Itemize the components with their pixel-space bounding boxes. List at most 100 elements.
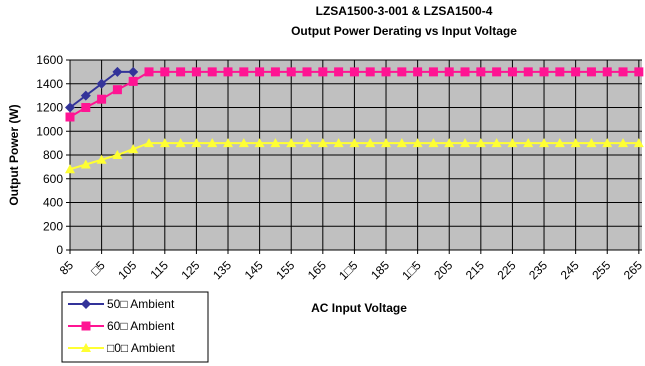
marker <box>176 67 186 77</box>
marker <box>81 343 91 352</box>
marker <box>413 67 423 77</box>
marker <box>349 138 360 148</box>
y-tick-label: 800 <box>43 148 63 162</box>
marker <box>286 67 296 77</box>
marker <box>571 67 581 77</box>
marker <box>555 67 565 77</box>
marker <box>554 138 565 148</box>
marker <box>207 67 217 77</box>
marker <box>65 112 75 122</box>
marker <box>365 138 376 148</box>
chart-title: LZSA1500-3-001 & LZSA1500-4 <box>316 4 493 18</box>
x-tick-label: 235 <box>526 258 550 282</box>
y-tick-label: 1400 <box>36 77 63 91</box>
marker <box>286 138 297 148</box>
marker <box>475 138 486 148</box>
marker <box>128 66 139 77</box>
marker <box>81 321 91 331</box>
marker <box>539 67 549 77</box>
marker <box>270 138 281 148</box>
y-axis-title: Output Power (W) <box>7 104 21 205</box>
marker <box>80 90 91 101</box>
marker <box>618 138 629 148</box>
marker <box>476 67 486 77</box>
x-tick-label: 255 <box>589 258 613 282</box>
marker <box>96 154 107 164</box>
marker <box>81 299 91 309</box>
marker <box>333 138 344 148</box>
x-tick-label: 1□5 <box>336 258 361 283</box>
marker <box>381 67 391 77</box>
x-tick-label: 185 <box>368 258 392 282</box>
marker <box>144 138 155 148</box>
marker <box>81 103 91 112</box>
marker <box>602 67 612 77</box>
y-tick-label: 0 <box>56 243 63 257</box>
marker <box>112 85 122 95</box>
marker <box>159 138 170 148</box>
marker <box>586 67 596 77</box>
y-tick-label: 200 <box>43 219 63 233</box>
y-tick-label: 1200 <box>36 101 63 115</box>
marker <box>602 138 613 148</box>
marker <box>428 67 438 77</box>
x-tick-label: □5 <box>88 258 108 278</box>
marker <box>144 67 154 77</box>
marker <box>444 67 454 77</box>
marker <box>65 102 75 113</box>
y-tick-label: 600 <box>43 172 63 186</box>
marker <box>223 67 233 77</box>
marker <box>507 138 518 148</box>
marker <box>397 67 407 77</box>
x-tick-label: 165 <box>305 258 329 282</box>
x-tick-label: 245 <box>558 258 582 282</box>
marker <box>65 164 75 174</box>
x-tick-label: 1□5 <box>399 258 424 283</box>
marker <box>412 138 423 148</box>
marker <box>586 138 597 148</box>
x-tick-label: 265 <box>621 258 645 282</box>
marker <box>618 67 628 77</box>
marker <box>207 138 218 148</box>
y-tick-label: 1000 <box>36 124 63 138</box>
marker <box>491 138 502 148</box>
marker <box>128 144 139 154</box>
marker <box>302 138 313 148</box>
y-tick-label: 400 <box>43 196 63 210</box>
marker <box>239 67 249 77</box>
marker <box>492 67 502 77</box>
x-tick-label: 205 <box>431 258 455 282</box>
marker <box>381 138 392 148</box>
marker <box>128 76 138 86</box>
marker <box>191 138 202 148</box>
marker <box>444 138 455 148</box>
marker <box>302 67 312 77</box>
marker <box>634 67 644 77</box>
marker <box>191 67 201 77</box>
x-tick-label: 225 <box>494 258 518 282</box>
x-tick-label: 215 <box>463 258 487 282</box>
marker <box>570 138 581 148</box>
marker <box>507 67 517 77</box>
marker <box>396 138 407 148</box>
marker <box>317 138 328 148</box>
marker <box>254 138 265 148</box>
marker <box>80 159 91 169</box>
chart-subtitle: Output Power Derating vs Input Voltage <box>291 24 517 38</box>
marker <box>255 67 265 77</box>
legend-label: 50□ Ambient <box>107 297 175 311</box>
marker <box>349 67 359 77</box>
x-tick-label: 115 <box>147 258 171 282</box>
marker <box>97 94 107 104</box>
marker <box>238 138 249 148</box>
marker <box>428 138 439 148</box>
marker <box>175 138 186 148</box>
marker <box>96 78 107 89</box>
legend-label: □0□ Ambient <box>107 341 176 355</box>
x-tick-label: 85 <box>57 258 77 278</box>
legend-label: 60□ Ambient <box>107 319 175 333</box>
marker <box>112 66 123 77</box>
x-tick-label: 125 <box>178 258 202 282</box>
x-tick-label: 145 <box>242 258 266 282</box>
